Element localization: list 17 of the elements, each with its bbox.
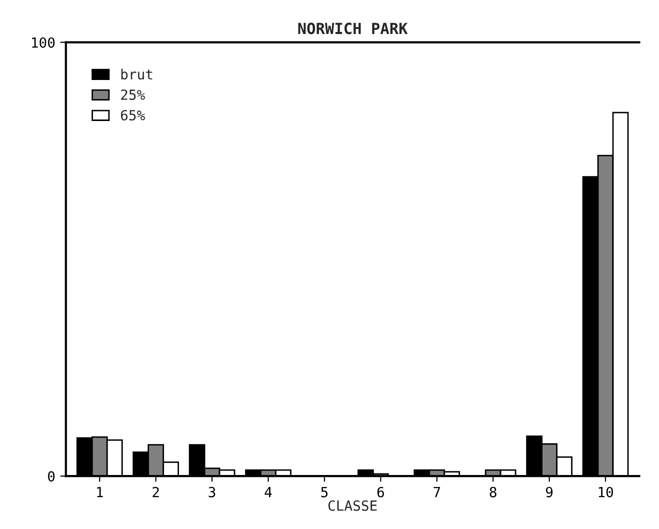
chart-title: NORWICH PARK: [298, 22, 408, 34]
x-tick-label: 5: [321, 487, 328, 498]
x-tick-label: 3: [208, 486, 216, 498]
x-tick-label: 10: [598, 486, 613, 498]
legend-label: 25%: [121, 89, 145, 100]
legend-label: brut: [121, 68, 152, 80]
legend-label: 65%: [120, 110, 145, 120]
y-tick-label: 100: [32, 37, 55, 48]
y-tick-label: 0: [48, 471, 55, 482]
x-tick-label: 8: [490, 486, 496, 498]
x-tick-label: 7: [434, 487, 440, 498]
x-tick-label: 2: [152, 486, 159, 498]
x-tick-label: 9: [546, 486, 553, 498]
x-tick-label: 6: [377, 486, 384, 498]
x-axis-title: CLASSE: [328, 500, 377, 511]
x-tick-label: 4: [264, 487, 272, 498]
x-tick-label: 1: [97, 487, 103, 498]
